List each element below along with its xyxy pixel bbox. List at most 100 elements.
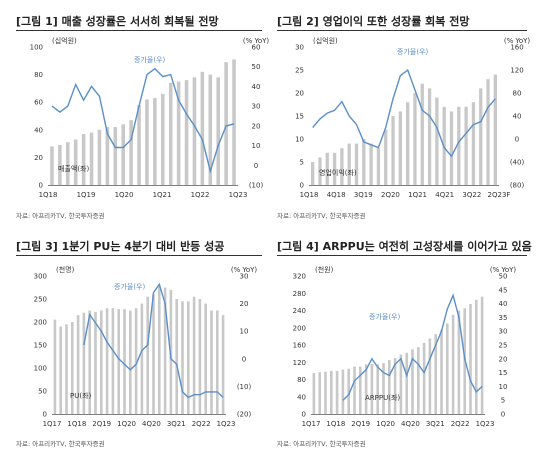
bar [474, 299, 478, 414]
x-tick-label: 4Q21 [435, 191, 454, 199]
bar [324, 371, 327, 414]
left-tick-label: 120 [293, 359, 306, 367]
bar [73, 139, 78, 185]
chart-2-op-profit-growth: (십억원) (% YoY) 0 5 10 15 20 25 30 (80) (40) 0 40 80 120… [295, 36, 530, 199]
bar [216, 77, 220, 185]
bar [358, 366, 362, 414]
left-tick-label: 15 [295, 113, 304, 121]
bar [58, 144, 62, 185]
right-unit-label: (% YoY) [231, 266, 258, 274]
x-tick-label: 1Q17 [302, 420, 321, 428]
bar [399, 354, 403, 414]
left-tick-label: 160 [293, 342, 306, 350]
bar [198, 299, 202, 414]
bar [82, 312, 86, 414]
bar [391, 116, 395, 185]
bar [224, 62, 228, 185]
chart-3-title: [그림 3] 1분기 PU는 4분기 대비 반등 성공 [16, 240, 225, 253]
bar [181, 301, 184, 414]
bar [192, 77, 197, 185]
bar [416, 347, 420, 414]
right-tick-label: 5 [501, 397, 505, 405]
right-tick-label: (10) [237, 383, 252, 391]
left-tick-label: 280 [293, 290, 306, 298]
right-tick-label: 40 [499, 300, 508, 308]
bar [340, 148, 344, 185]
bar [457, 106, 461, 185]
right-tick-label: 15 [499, 369, 508, 377]
x-tick-label: 4Q20 [142, 420, 161, 428]
bar [215, 310, 219, 414]
bar [129, 120, 133, 185]
bar [332, 152, 337, 185]
bar [146, 296, 150, 414]
x-tick-label: 1Q23 [229, 191, 248, 199]
bar [97, 129, 102, 185]
bar [347, 143, 351, 185]
x-tick-label: 1Q18 [67, 420, 86, 428]
bar [105, 308, 109, 414]
right-tick-label: 80 [513, 90, 522, 98]
x-tick-label: 3Q19 [354, 191, 373, 199]
left-tick-label: 80 [34, 71, 43, 79]
chart-4-source: 자료: 아프리카TV, 한국투자증권 [277, 440, 366, 448]
x-tick-label: 1Q19 [77, 191, 96, 199]
bar [335, 370, 339, 414]
bar [353, 366, 356, 414]
line-series-label: 증가율(우) [134, 55, 165, 64]
right-tick-label: 0 [501, 411, 505, 419]
bar [493, 74, 497, 185]
chart-2-title: [그림 2] 영업이익 또한 성장률 회복 전망 [277, 15, 470, 28]
right-tick-label: 0 [242, 355, 246, 363]
bar [81, 133, 86, 185]
growth-line [342, 293, 483, 401]
bar [168, 82, 173, 185]
bar [232, 59, 236, 185]
bar [121, 124, 125, 185]
bar [137, 104, 141, 185]
bar [65, 324, 68, 414]
bar [422, 342, 426, 414]
x-tick-label: 2Q22 [192, 420, 211, 428]
right-tick-label: (20) [237, 411, 252, 419]
bar [70, 322, 74, 414]
right-tick-label: 30 [499, 328, 508, 336]
left-tick-label: 30 [295, 44, 304, 52]
chart-1-title-rule [16, 30, 262, 31]
bar [382, 363, 385, 414]
bar [406, 102, 410, 185]
right-tick-label: 40 [513, 113, 522, 121]
chart-1-source: 자료: 아프리카TV, 한국투자증권 [16, 212, 105, 220]
left-tick-label: 300 [34, 273, 47, 281]
right-tick-label: 10 [240, 328, 249, 336]
bar [50, 146, 54, 185]
bar-series-label: 영업이익(좌) [319, 168, 357, 177]
bar [469, 304, 472, 414]
chart-2-title-rule [277, 30, 527, 31]
bar [204, 303, 208, 414]
bar [384, 129, 388, 185]
x-tick-label: 3Q22 [462, 191, 481, 199]
left-tick-label: 10 [295, 136, 304, 144]
x-tick-label: 1Q20 [376, 420, 395, 428]
bar [318, 372, 322, 414]
bar [192, 296, 196, 414]
right-tick-label: (80) [510, 182, 525, 190]
right-tick-label: 30 [240, 273, 249, 281]
left-tick-label: 25 [295, 67, 304, 75]
right-tick-label: 20 [252, 122, 261, 130]
bar [411, 349, 414, 414]
left-tick-label: 0 [39, 182, 43, 190]
bar-series-label: 매출액(좌) [58, 164, 89, 173]
left-tick-label: 100 [34, 365, 47, 373]
line-series-label: 증가율(우) [369, 312, 400, 321]
bar [175, 299, 179, 414]
right-tick-label: 45 [499, 286, 508, 294]
right-tick-label: 30 [252, 103, 261, 111]
bar [434, 334, 438, 414]
bar [329, 370, 333, 414]
bar [53, 319, 57, 414]
left-tick-label: 150 [34, 342, 47, 350]
bar [354, 143, 359, 185]
left-tick-label: 100 [30, 44, 43, 52]
